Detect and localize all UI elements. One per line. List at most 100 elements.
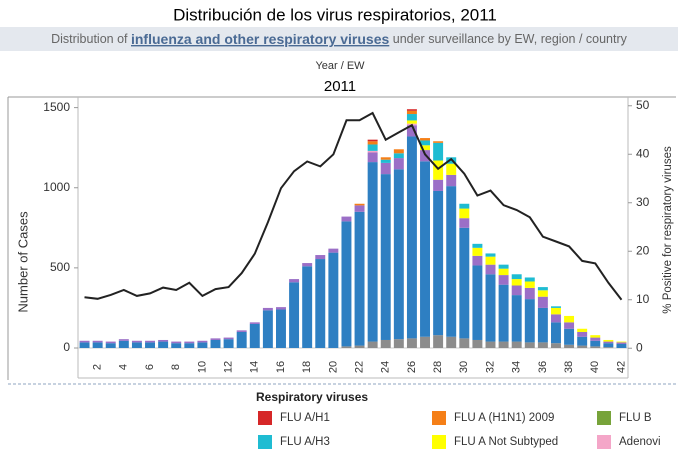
- bar-segment: [118, 339, 129, 341]
- bar-segment: [393, 169, 404, 340]
- y-axis-label: Number of Cases: [15, 211, 30, 313]
- y2-tick-label: 50: [636, 98, 650, 112]
- x-tick-label: 26: [406, 361, 418, 373]
- bar-segment: [118, 340, 129, 348]
- bar-segment: [92, 340, 103, 343]
- bar-segment: [420, 336, 430, 348]
- bar-segment: [315, 255, 326, 260]
- bar-segment: [564, 315, 575, 323]
- bar-segment: [551, 322, 561, 344]
- bar-segment: [406, 338, 417, 348]
- bar-segment: [406, 110, 417, 115]
- bar-segment: [367, 141, 378, 145]
- bar-segment: [184, 341, 195, 344]
- bar-segment: [485, 274, 496, 342]
- x-tick-label: 2: [92, 364, 104, 370]
- bar-segment: [446, 174, 457, 187]
- x-tick-label: 18: [301, 361, 313, 373]
- bar-segment: [433, 179, 444, 191]
- bar-segment: [420, 145, 430, 151]
- x-tick-label: 4: [118, 364, 130, 370]
- bar-segment: [145, 342, 155, 348]
- bar-segment: [393, 158, 404, 170]
- bar-segment: [171, 343, 182, 348]
- legend-title: Respiratory viruses: [256, 390, 368, 404]
- bar-segment: [577, 328, 588, 332]
- x-tick-label: 20: [327, 361, 339, 373]
- bar-segment: [446, 186, 457, 337]
- bar-segment: [354, 205, 365, 212]
- bar-segment: [210, 339, 221, 348]
- legend-swatch: [597, 411, 611, 425]
- x-tick-label: 32: [484, 361, 496, 373]
- bar-segment: [511, 295, 522, 342]
- x-tick-label: 16: [275, 361, 287, 373]
- bar-segment: [341, 221, 352, 347]
- x-tick-label: 14: [249, 361, 261, 373]
- bar-segment: [197, 342, 208, 348]
- x-tick-label: 34: [511, 361, 523, 373]
- bar-segment: [472, 265, 483, 340]
- header-year: 2011: [324, 78, 356, 95]
- bar-segment: [446, 336, 457, 348]
- bar-segment: [590, 340, 601, 347]
- bar-segment: [551, 307, 561, 315]
- bar-segment: [158, 341, 169, 348]
- bar-segment: [131, 340, 142, 343]
- bar-segment: [131, 342, 142, 348]
- bar-segment: [380, 159, 391, 163]
- y-tick-label: 500: [50, 260, 70, 274]
- bar-segment: [184, 343, 195, 348]
- bar-segment: [524, 342, 535, 348]
- bar-segment: [616, 341, 627, 343]
- bar-segment: [328, 248, 339, 253]
- bar-segment: [367, 162, 378, 342]
- bar-segment: [603, 343, 614, 348]
- bar-segment: [511, 341, 522, 348]
- legend-label: FLU A/H1: [280, 412, 330, 424]
- bar-segment: [197, 340, 208, 343]
- bar-segment: [380, 162, 391, 175]
- bar-segment: [524, 287, 535, 300]
- subtitle-link[interactable]: influenza and other respiratory viruses: [131, 31, 390, 47]
- bar-segment: [289, 279, 300, 283]
- bar-segment: [289, 282, 300, 348]
- bar-segment: [616, 342, 627, 344]
- bar-segment: [459, 203, 470, 209]
- legend-label: FLU B: [619, 412, 652, 424]
- bar-segment: [472, 339, 483, 348]
- bar-segment: [564, 328, 575, 345]
- bar-segment: [577, 331, 588, 337]
- y2-tick-label: 30: [636, 195, 650, 209]
- bar-segment: [446, 163, 457, 175]
- subtitle-band: [0, 27, 678, 51]
- bar-segment: [537, 296, 548, 308]
- x-tick-label: 30: [458, 361, 470, 373]
- bar-segment: [79, 340, 90, 343]
- bar-segment: [616, 343, 627, 348]
- bar-segment: [393, 153, 404, 159]
- bar-segment: [603, 341, 614, 344]
- bar-segment: [315, 259, 326, 348]
- bar-segment: [249, 322, 260, 324]
- bar-segment: [603, 347, 614, 348]
- y2-tick-label: 20: [636, 243, 650, 257]
- bar-segment: [498, 264, 509, 269]
- bar-segment: [158, 339, 169, 342]
- y-tick-label: 1000: [43, 180, 70, 194]
- legend-label: FLU A/H3: [280, 436, 330, 448]
- bar-segment: [459, 338, 470, 348]
- x-tick-label: 42: [615, 361, 627, 373]
- bar-segment: [145, 340, 155, 343]
- bar-segment: [236, 331, 247, 348]
- chart-title: Distribución de los virus respiratorios,…: [173, 5, 497, 24]
- x-tick-label: 40: [589, 361, 601, 373]
- bar-segment: [564, 322, 575, 329]
- bar-segment: [367, 139, 378, 142]
- legend-swatch: [258, 411, 272, 425]
- legend-swatch: [597, 435, 611, 449]
- bar-segment: [433, 190, 444, 336]
- bar-segment: [171, 341, 182, 344]
- x-tick-label: 38: [563, 361, 575, 373]
